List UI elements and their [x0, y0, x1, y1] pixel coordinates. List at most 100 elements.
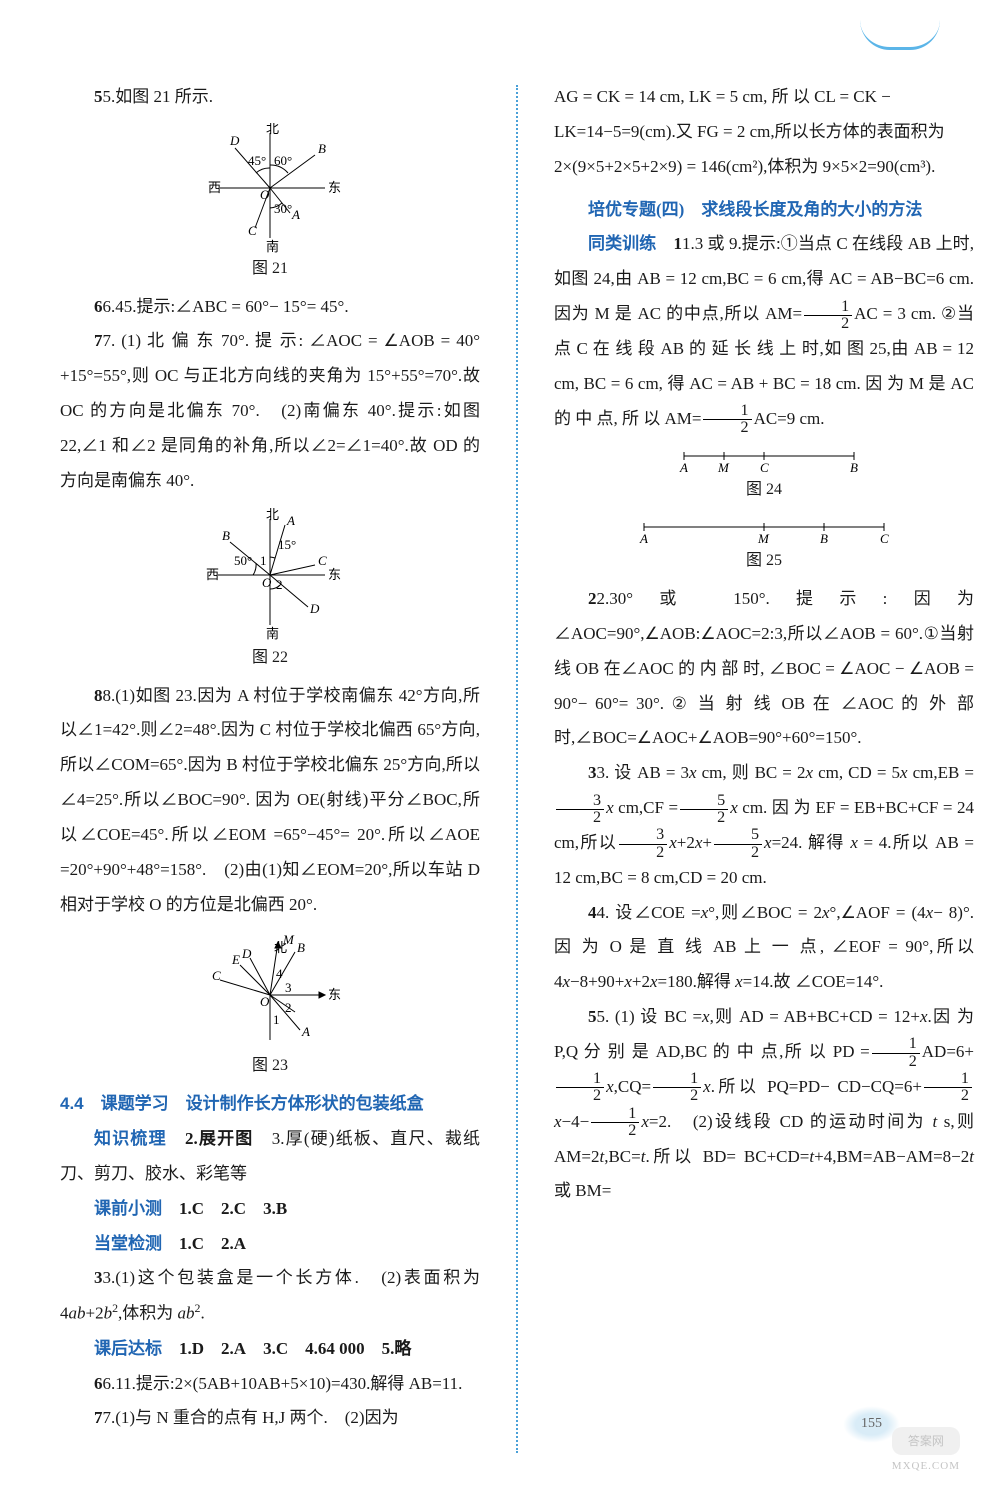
- svg-text:C: C: [880, 531, 889, 545]
- svg-text:60°: 60°: [274, 153, 292, 168]
- right-column: AG = CK = 14 cm, LK = 5 cm, 所 以 CL = CK …: [554, 80, 974, 1458]
- svg-text:O: O: [260, 994, 270, 1009]
- svg-text:2: 2: [276, 577, 283, 592]
- dt-2: 2.A: [221, 1234, 246, 1253]
- py-label: 培优专题(四): [588, 200, 684, 219]
- kehou: 课后达标 1.D 2.A 3.C 4.64 000 5.略: [60, 1332, 480, 1367]
- svg-text:30°: 30°: [274, 201, 292, 216]
- svg-text:45°: 45°: [248, 153, 266, 168]
- svg-text:1: 1: [273, 1012, 280, 1027]
- svg-text:O: O: [262, 575, 272, 590]
- svg-text:C: C: [248, 223, 257, 238]
- svg-text:南: 南: [266, 626, 279, 641]
- q5-text: 5.如图 21 所示.: [103, 87, 214, 106]
- q5-right: 55. (1) 设 BC =x,则 AD = AB+BC+CD = 12+x.因…: [554, 1000, 974, 1209]
- q5: 55.如图 21 所示.: [60, 80, 480, 115]
- tl-label: 同类训练: [588, 234, 656, 253]
- svg-text:O: O: [260, 187, 270, 202]
- cont-text: AG = CK = 14 cm, LK = 5 cm, 所 以 CL = CK …: [554, 80, 974, 185]
- watermark-line2: MXQE.COM: [892, 1455, 960, 1478]
- kh-label: 课后达标: [94, 1339, 162, 1358]
- svg-text:西: 西: [208, 180, 221, 195]
- q6b: 66.11.提示:2×(5AB+10AB+5×10)=430.解得 AB=11.: [60, 1367, 480, 1402]
- kh-4: 4.64 000: [305, 1339, 365, 1358]
- watermark: 答案网 MXQE.COM: [892, 1427, 960, 1478]
- svg-text:西: 西: [206, 567, 219, 582]
- svg-text:D: D: [309, 601, 320, 616]
- figure-24: A M C B 图 24: [554, 444, 974, 507]
- kq-label: 课前小测: [94, 1199, 162, 1218]
- section-number: 4.4: [60, 1094, 84, 1113]
- q8: 88.(1)如图 23.因为 A 村位于学校南偏东 42°方向,所以∠1=42°…: [60, 679, 480, 923]
- zhishi: 知识梳理 2.展开图 3.厚(硬)纸板、直尺、裁纸刀、剪刀、胶水、彩笔等: [60, 1122, 480, 1192]
- q7b: 77.(1)与 N 重合的点有 H,J 两个. (2)因为: [60, 1401, 480, 1436]
- dt-1: 1.C: [179, 1234, 204, 1253]
- svg-text:1: 1: [260, 553, 267, 568]
- kh-2: 2.A: [221, 1339, 246, 1358]
- svg-text:南: 南: [266, 239, 279, 253]
- kq-1: 1.C: [179, 1199, 204, 1218]
- svg-text:E: E: [231, 952, 240, 967]
- svg-text:M: M: [757, 531, 770, 545]
- dt-label: 当堂检测: [94, 1234, 162, 1253]
- q2-right: 22.30°或 150°.提示:因为∠AOC=90°,∠AOB:∠AOC=2:3…: [554, 582, 974, 756]
- peiyu-header: 培优专题(四) 求线段长度及角的大小的方法: [554, 193, 974, 228]
- q6-text: 6.45.提示:∠ABC = 60°− 15°= 45°.: [103, 297, 349, 316]
- svg-text:北: 北: [266, 507, 279, 522]
- kq-2: 2.C: [221, 1199, 246, 1218]
- figure-25-label: 图 25: [554, 545, 974, 578]
- figure-21-label: 图 21: [60, 253, 480, 286]
- q6: 66.45.提示:∠ABC = 60°− 15°= 45°.: [60, 290, 480, 325]
- svg-text:A: A: [291, 207, 300, 222]
- zs-label: 知识梳理: [94, 1129, 167, 1148]
- svg-text:M: M: [282, 932, 295, 947]
- figure-22-label: 图 22: [60, 642, 480, 675]
- svg-text:C: C: [760, 460, 769, 474]
- svg-text:3: 3: [285, 980, 292, 995]
- svg-text:2: 2: [285, 1000, 292, 1015]
- figure-22: 北 南 东 西 A B C D O 15° 50° 1 2 图 22: [60, 507, 480, 675]
- kq-3: 3.B: [263, 1199, 287, 1218]
- svg-text:M: M: [717, 460, 730, 474]
- svg-text:15°: 15°: [278, 537, 296, 552]
- figure-23: 北 东 M B C D E O A 1 2 3 4 图 23: [60, 930, 480, 1083]
- svg-text:B: B: [318, 141, 326, 156]
- kh-5: 5.略: [382, 1339, 412, 1358]
- q6b-text: 6.11.提示:2×(5AB+10AB+5×10)=430.解得 AB=11.: [103, 1374, 463, 1393]
- svg-text:北: 北: [266, 123, 279, 136]
- column-divider: [516, 85, 518, 1453]
- svg-text:D: D: [229, 133, 240, 148]
- dangtang: 当堂检测 1.C 2.A: [60, 1227, 480, 1262]
- svg-text:C: C: [212, 968, 221, 983]
- q7-text: 7. (1) 北 偏 东 70°. 提 示: ∠AOC = ∠AOB = 40°…: [60, 331, 480, 489]
- svg-text:A: A: [301, 1024, 310, 1039]
- svg-text:B: B: [297, 940, 305, 955]
- q3-left: 33.(1)这个包装盒是一个长方体. (2)表面积为 4ab+2b2,体积为 a…: [60, 1261, 480, 1331]
- q3-right: 33. 设 AB = 3x cm, 则 BC = 2x cm, CD = 5x …: [554, 756, 974, 895]
- svg-text:50°: 50°: [234, 553, 252, 568]
- q4-right: 44. 设∠COE =x°,则∠BOC = 2x°,∠AOF = (4x− 8)…: [554, 896, 974, 1001]
- q8-text: 8.(1)如图 23.因为 A 村位于学校南偏东 42°方向,所以∠1=42°.…: [60, 686, 480, 914]
- svg-text:B: B: [820, 531, 828, 545]
- svg-text:4: 4: [276, 966, 283, 981]
- svg-text:B: B: [222, 528, 230, 543]
- kh-1: 1.D: [179, 1339, 204, 1358]
- figure-25: A M B C 图 25: [554, 515, 974, 578]
- watermark-line1: 答案网: [892, 1427, 960, 1456]
- left-column: 55.如图 21 所示. 北 南 东: [60, 80, 480, 1458]
- keqian: 课前小测 1.C 2.C 3.B: [60, 1192, 480, 1227]
- svg-text:东: 东: [328, 180, 341, 195]
- svg-text:东: 东: [328, 567, 341, 582]
- header-decoration: [860, 20, 940, 50]
- zs-2: 2.展开图: [185, 1129, 254, 1148]
- svg-text:A: A: [679, 460, 688, 474]
- svg-text:C: C: [318, 553, 327, 568]
- svg-text:东: 东: [328, 987, 341, 1002]
- figure-24-label: 图 24: [554, 474, 974, 507]
- figure-23-label: 图 23: [60, 1050, 480, 1083]
- q7: 77. (1) 北 偏 东 70°. 提 示: ∠AOC = ∠AOB = 40…: [60, 324, 480, 498]
- py-title: 求线段长度及角的大小的方法: [701, 200, 922, 219]
- section-title: 课题学习 设计制作长方体形状的包装纸盒: [101, 1094, 424, 1113]
- q7b-text: 7.(1)与 N 重合的点有 H,J 两个. (2)因为: [103, 1408, 399, 1427]
- section-4-4: 4.4 课题学习 设计制作长方体形状的包装纸盒: [60, 1087, 480, 1122]
